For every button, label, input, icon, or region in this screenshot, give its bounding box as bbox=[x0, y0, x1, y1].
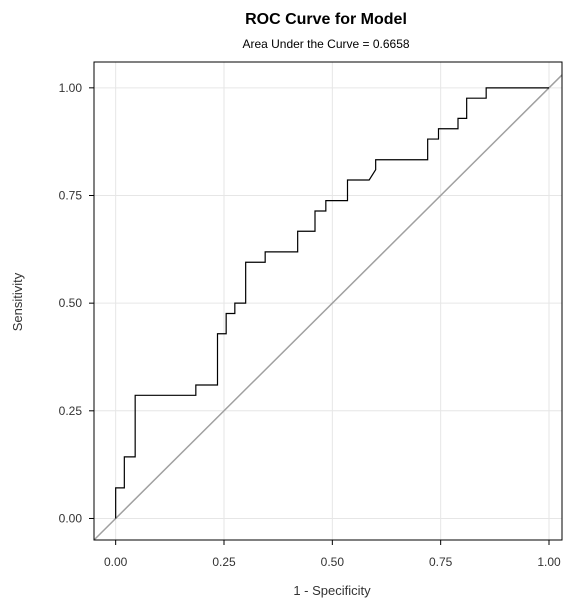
y-tick-label: 0.50 bbox=[59, 296, 83, 310]
x-tick-label: 0.75 bbox=[429, 555, 453, 569]
x-tick-label: 1.00 bbox=[537, 555, 561, 569]
chart-title: ROC Curve for Model bbox=[245, 11, 407, 28]
y-tick-label: 0.00 bbox=[59, 511, 83, 525]
roc-curve-layer bbox=[115, 87, 549, 519]
x-tick-label: 0.50 bbox=[321, 555, 345, 569]
reference-line-layer bbox=[93, 74, 563, 541]
x-axis-ticks: 0.00 0.25 0.50 0.75 1.00 bbox=[104, 540, 561, 569]
x-tick-label: 0.00 bbox=[104, 555, 128, 569]
reference-diagonal-line bbox=[93, 74, 563, 541]
y-tick-label: 0.75 bbox=[59, 188, 83, 202]
chart-subtitle: Area Under the Curve = 0.6658 bbox=[242, 37, 409, 51]
y-axis-ticks: 0.00 0.25 0.50 0.75 1.00 bbox=[59, 81, 94, 525]
plot-frame bbox=[93, 61, 563, 541]
y-tick-label: 0.25 bbox=[59, 404, 83, 418]
x-tick-label: 0.25 bbox=[212, 555, 236, 569]
roc-curve-line bbox=[115, 87, 549, 519]
y-axis-label: Sensitivity bbox=[10, 272, 25, 331]
y-tick-label: 1.00 bbox=[59, 81, 83, 95]
x-axis-label: 1 - Specificity bbox=[293, 583, 371, 598]
grid bbox=[94, 62, 562, 540]
